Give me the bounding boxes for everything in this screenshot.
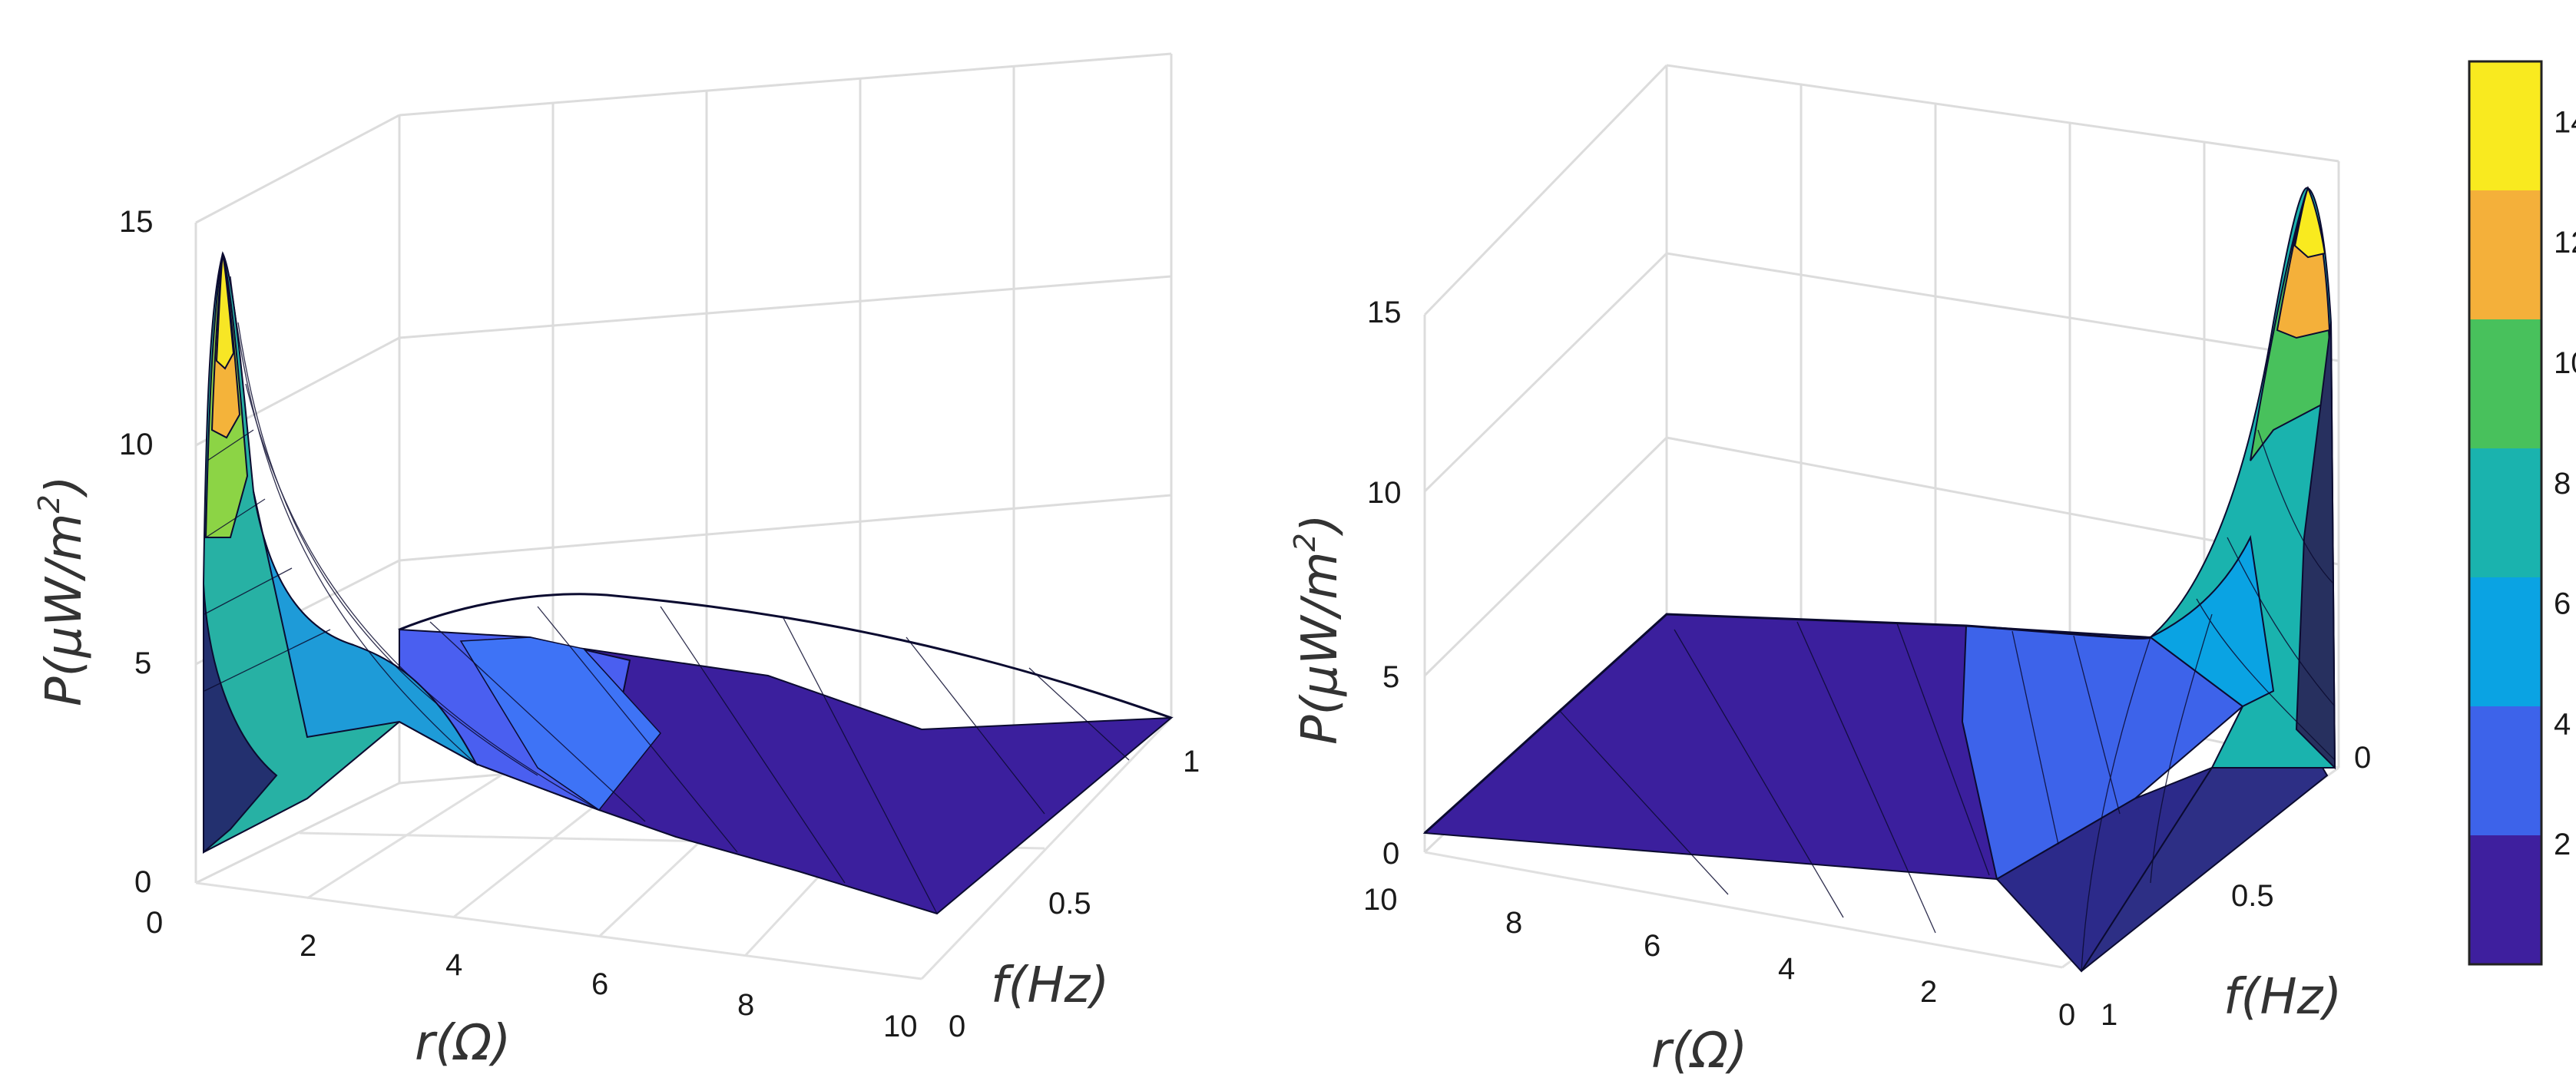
x-axis-label-left: r(Ω) <box>415 1015 511 1072</box>
colorbar: 2 4 6 8 10 12 14 <box>2468 60 2576 966</box>
z-axis-label-base: P(μW/m <box>36 514 93 706</box>
surface-mesh-left <box>203 251 1174 915</box>
colorbar-band <box>2469 61 2541 190</box>
colorbar-bands <box>2469 61 2541 964</box>
z-axis-label-close: ) <box>1292 514 1349 536</box>
x-tick-label: 8 <box>1505 906 1522 940</box>
z-tick-label: 0 <box>134 865 151 899</box>
z-axis-label-left: P(μW/m2) <box>32 475 93 706</box>
colorbar-band <box>2469 577 2541 706</box>
x-tick-label: 4 <box>1778 952 1795 986</box>
colorbar-tick-label: 10 <box>2554 346 2576 380</box>
y-tick-label: 0 <box>949 1010 965 1043</box>
x-tick-label: 0 <box>2058 998 2075 1032</box>
back-wall-grid-left <box>194 52 1173 884</box>
x-tick-label: 10 <box>1363 883 1398 917</box>
x-tick-label: 8 <box>737 988 754 1022</box>
x-tick-label: 4 <box>445 948 462 982</box>
z-axis-ticks-right: 0 5 10 15 <box>1367 296 1402 871</box>
z-tick-label: 15 <box>119 205 154 239</box>
y-axis-ticks-left: 0 0.5 1 <box>949 745 1200 1043</box>
x-axis-label-right: r(Ω) <box>1651 1023 1747 1079</box>
z-tick-label: 5 <box>134 646 151 680</box>
colorbar-tick-label: 8 <box>2554 467 2571 501</box>
colorbar-tick-label: 12 <box>2554 226 2576 260</box>
z-tick-label: 15 <box>1367 296 1402 329</box>
x-tick-label: 2 <box>1920 975 1937 1009</box>
z-tick-label: 0 <box>1382 837 1399 871</box>
colorbar-tick-label: 2 <box>2554 828 2571 861</box>
x-axis-ticks-left: 0 2 4 6 8 10 <box>146 906 918 1043</box>
colorbar-tick-label: 6 <box>2554 587 2571 621</box>
y-tick-label: 1 <box>2101 998 2117 1032</box>
z-axis-label-sup: 2 <box>32 494 66 513</box>
x-tick-label: 2 <box>300 929 316 963</box>
colorbar-band <box>2469 448 2541 577</box>
y-tick-label: 0.5 <box>1048 887 1091 921</box>
colorbar-band <box>2469 319 2541 448</box>
y-tick-label: 0 <box>2354 741 2371 775</box>
y-tick-label: 1 <box>1183 745 1200 779</box>
x-tick-label: 6 <box>591 967 608 1001</box>
z-axis-label-sup: 2 <box>1288 533 1322 551</box>
x-tick-label: 10 <box>883 1010 918 1043</box>
colorbar-ticks: 2 4 6 8 10 12 14 <box>2554 105 2576 861</box>
colorbar-band <box>2469 190 2541 319</box>
surface-mesh-right <box>1422 186 2336 973</box>
z-axis-label-right: P(μW/m2) <box>1288 514 1349 745</box>
colorbar-band <box>2469 835 2541 964</box>
z-axis-label-close: ) <box>36 475 93 498</box>
colorbar-tick-label: 14 <box>2554 105 2576 139</box>
y-axis-label-left: f(Hz) <box>991 957 1109 1014</box>
colorbar-frame <box>2468 60 2543 966</box>
x-axis-ticks-right: 10 8 6 4 2 0 <box>1363 883 2075 1032</box>
z-tick-label: 10 <box>1367 476 1402 510</box>
colorbar-band <box>2469 706 2541 835</box>
z-axis-label-base: P(μW/m <box>1292 552 1349 745</box>
x-tick-label: 6 <box>1644 929 1660 963</box>
y-axis-label-right: f(Hz) <box>2223 969 2342 1026</box>
colorbar-tick-label: 4 <box>2554 707 2571 741</box>
z-axis-ticks-left: 0 5 10 15 <box>119 205 154 899</box>
surface-plot-left: 0 5 10 15 0 2 4 6 8 10 0 0.5 1 r(Ω) f(Hz… <box>32 52 1200 1072</box>
z-tick-label: 10 <box>119 428 154 461</box>
z-tick-label: 5 <box>1382 660 1399 694</box>
y-tick-label: 0.5 <box>2231 879 2274 913</box>
y-axis-ticks-right: 0 0.5 1 <box>2101 741 2371 1032</box>
surface-plot-right: 0 5 10 15 10 8 6 4 2 0 0 0.5 1 r(Ω) f(Hz… <box>1288 64 2371 1079</box>
x-tick-label: 0 <box>146 906 163 940</box>
